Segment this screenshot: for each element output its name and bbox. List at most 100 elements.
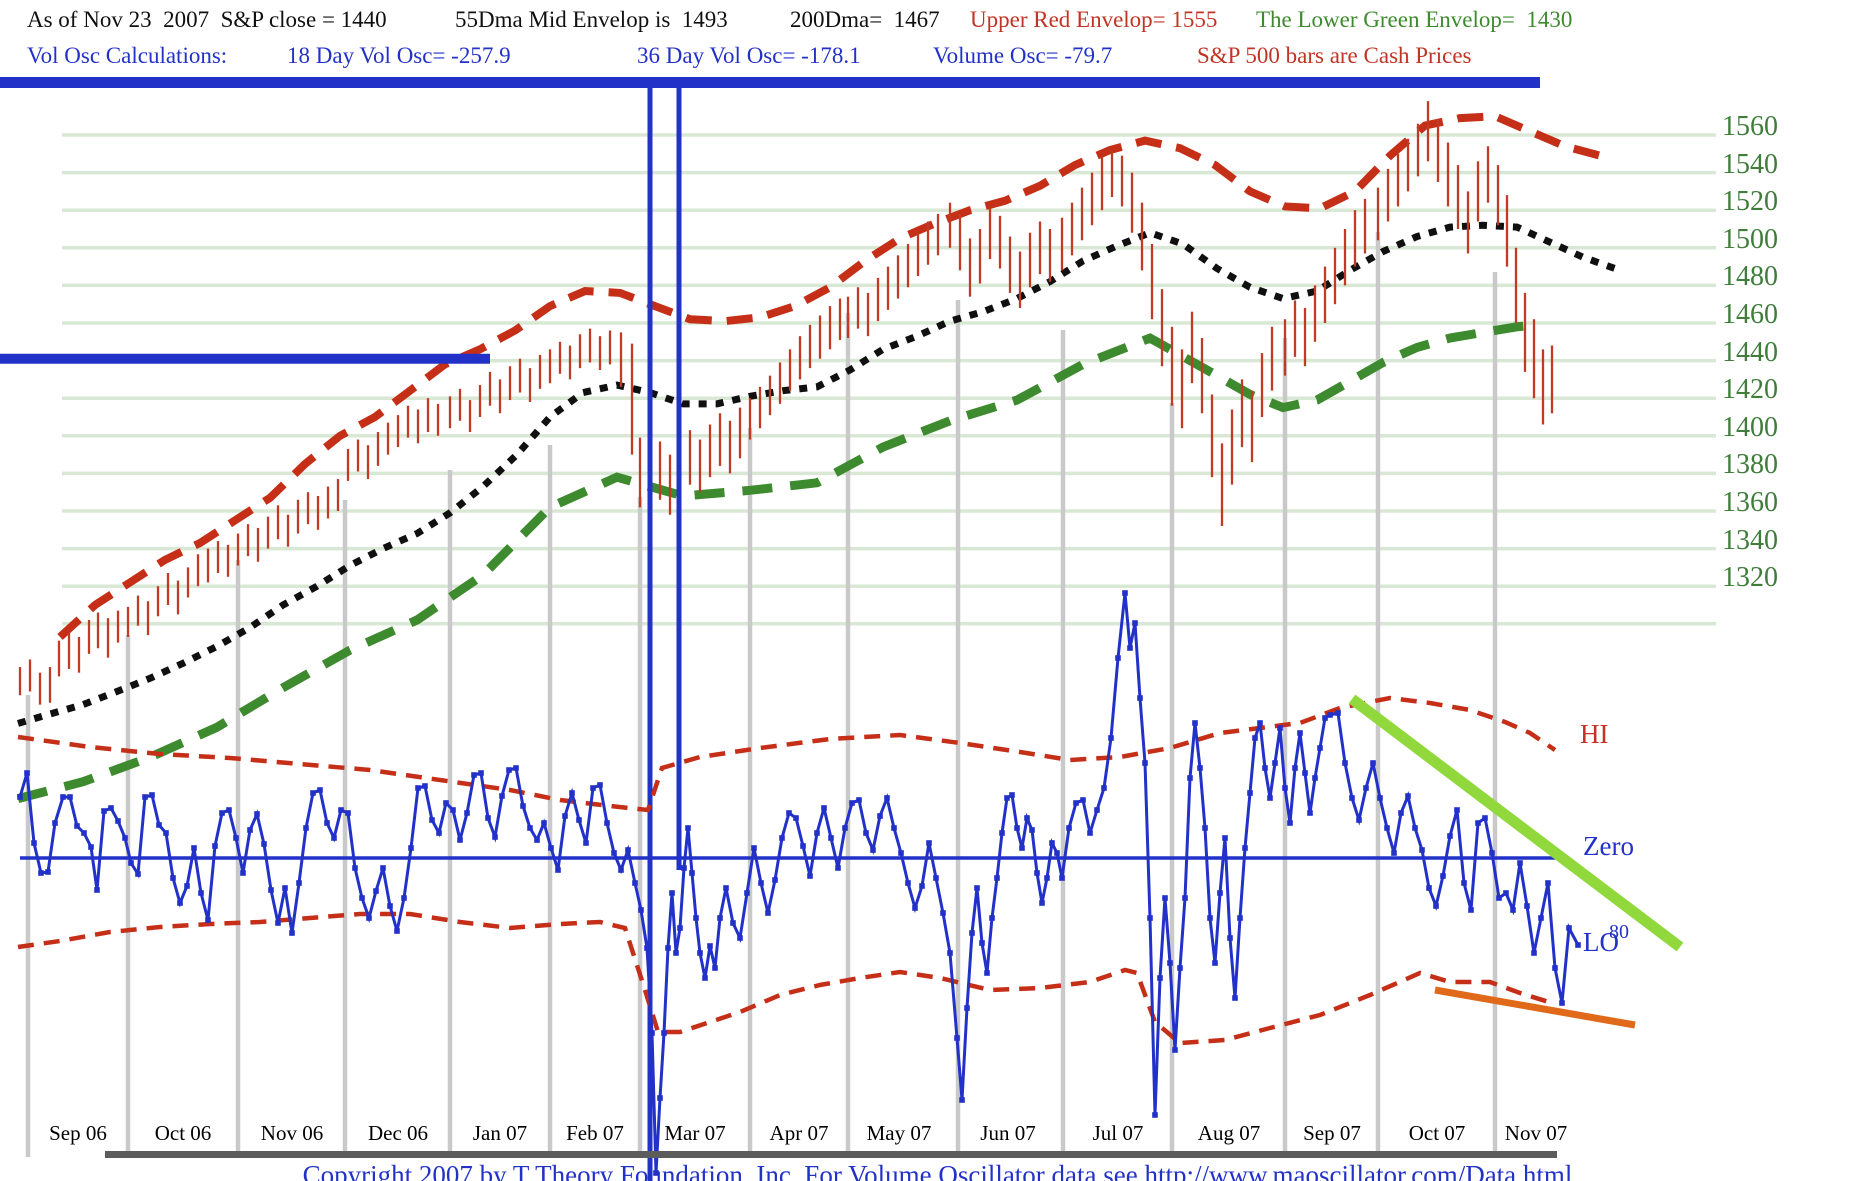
vol-osc-point [1342, 760, 1348, 766]
vol-osc-point [240, 870, 246, 876]
vol-osc-point [611, 850, 617, 856]
vol-osc-point [1538, 915, 1544, 921]
vol-osc-point [1127, 645, 1133, 651]
vol-osc-point [1307, 810, 1313, 816]
osc-hi-band-label: HI [1580, 719, 1609, 749]
y-axis-label-1540: 1540 [1722, 148, 1778, 180]
vol-osc-point [282, 885, 288, 891]
vol-osc-line [18, 592, 1580, 1174]
vol-osc-point [128, 860, 134, 866]
vol-osc-point [534, 837, 540, 843]
vol-osc-point [644, 945, 650, 951]
vol-osc-point [786, 810, 792, 816]
vol-osc-point [1282, 785, 1288, 791]
header-cash-prices-note: S&P 500 bars are Cash Prices [1197, 43, 1472, 68]
month-label-oct-07: Oct 07 [1408, 1121, 1466, 1145]
vol-osc-point [1087, 830, 1093, 836]
header-asof-close: As of Nov 23 2007 S&P close = 1440 [27, 7, 387, 32]
vol-osc-point [1356, 817, 1362, 823]
header-55dma-mid: 55Dma Mid Envelop is 1493 [455, 7, 728, 32]
vol-osc-point [191, 845, 197, 851]
vol-osc-point [520, 803, 526, 809]
vol-osc-point [1054, 850, 1060, 856]
vol-osc-point [1335, 710, 1341, 716]
vol-osc-point [685, 825, 691, 831]
vol-osc-point [807, 873, 813, 879]
vol-osc-point [751, 845, 757, 851]
vol-osc-point [849, 800, 855, 806]
vol-osc-point [926, 840, 932, 846]
vol-osc-point [464, 810, 470, 816]
month-label-jun-07: Jun 07 [980, 1121, 1036, 1145]
vol-osc-point [959, 1097, 965, 1103]
vol-osc-point [1412, 825, 1418, 831]
vol-osc-point [618, 867, 624, 873]
vol-osc-point [1182, 895, 1188, 901]
vol-osc-point [884, 795, 890, 801]
vol-osc-point [359, 895, 365, 901]
month-label-sep-06: Sep 06 [49, 1121, 107, 1145]
vol-osc-point [24, 770, 30, 776]
vol-osc-point [1019, 845, 1025, 851]
vol-osc-point [697, 950, 703, 956]
vol-osc-point [1262, 765, 1268, 771]
y-axis-label-1560: 1560 [1722, 111, 1778, 142]
vol-osc-point [31, 840, 37, 846]
vol-osc-point [233, 835, 239, 841]
vol-osc-point [1440, 873, 1446, 879]
vol-osc-point [380, 865, 386, 871]
vol-osc-point [254, 811, 260, 817]
y-axis-label-1320: 1320 [1722, 562, 1778, 594]
vol-osc-point [1034, 870, 1040, 876]
vol-osc-point [1272, 760, 1278, 766]
vol-osc-point [604, 820, 610, 826]
vol-osc-point [485, 815, 491, 821]
vol-osc-point [212, 843, 218, 849]
vol-osc-point [1489, 850, 1495, 856]
vol-osc-point [352, 865, 358, 871]
month-label-may-07: May 07 [866, 1121, 932, 1145]
vol-osc-point [457, 837, 463, 843]
vol-osc-point [1363, 785, 1369, 791]
vol-osc-point [177, 900, 183, 906]
header-upper-envelope: Upper Red Envelop= 1555 [970, 7, 1218, 32]
vol-osc-point [1217, 890, 1223, 896]
vol-osc-point [737, 935, 743, 941]
month-label-nov-07: Nov 07 [1504, 1121, 1568, 1145]
vol-osc-point [548, 845, 554, 851]
vol-osc-point [625, 847, 631, 853]
vol-osc-point [1212, 960, 1218, 966]
vol-osc-point [954, 1035, 960, 1041]
vol-osc-point [492, 834, 498, 840]
month-label-mar-07: Mar 07 [664, 1121, 726, 1145]
vol-osc-point [94, 887, 100, 893]
vol-osc-point [1049, 840, 1055, 846]
vol-osc-point [1252, 735, 1258, 741]
vol-osc-point [1080, 797, 1086, 803]
vol-osc-point [1115, 655, 1121, 661]
month-label-feb-07: Feb 07 [566, 1121, 624, 1145]
vol-osc-point [1024, 815, 1030, 821]
vol-osc-point [1482, 815, 1488, 821]
vol-osc-point [863, 830, 869, 836]
vol-osc-point [1232, 995, 1238, 1001]
y-axis-label-1480: 1480 [1722, 261, 1778, 293]
vol-osc-point [60, 794, 66, 800]
vol-osc-point [1066, 825, 1072, 831]
vol-osc-point [1267, 795, 1273, 801]
vol-osc-point [324, 820, 330, 826]
vol-osc-point [984, 970, 990, 976]
vol-osc-point [1004, 795, 1010, 801]
vol-osc-point [135, 871, 141, 877]
vol-osc-point [1227, 935, 1233, 941]
vol-osc-point [1454, 807, 1460, 813]
vol-osc-point [1475, 820, 1481, 826]
vol-osc-point [1327, 712, 1333, 718]
vol-osc-point [576, 817, 582, 823]
header-lower-envelope: The Lower Green Envelop= 1430 [1256, 7, 1573, 32]
vol-osc-point [1433, 903, 1439, 909]
vol-osc-point [38, 870, 44, 876]
vol-osc-point [247, 827, 253, 833]
vol-osc-point [303, 825, 309, 831]
